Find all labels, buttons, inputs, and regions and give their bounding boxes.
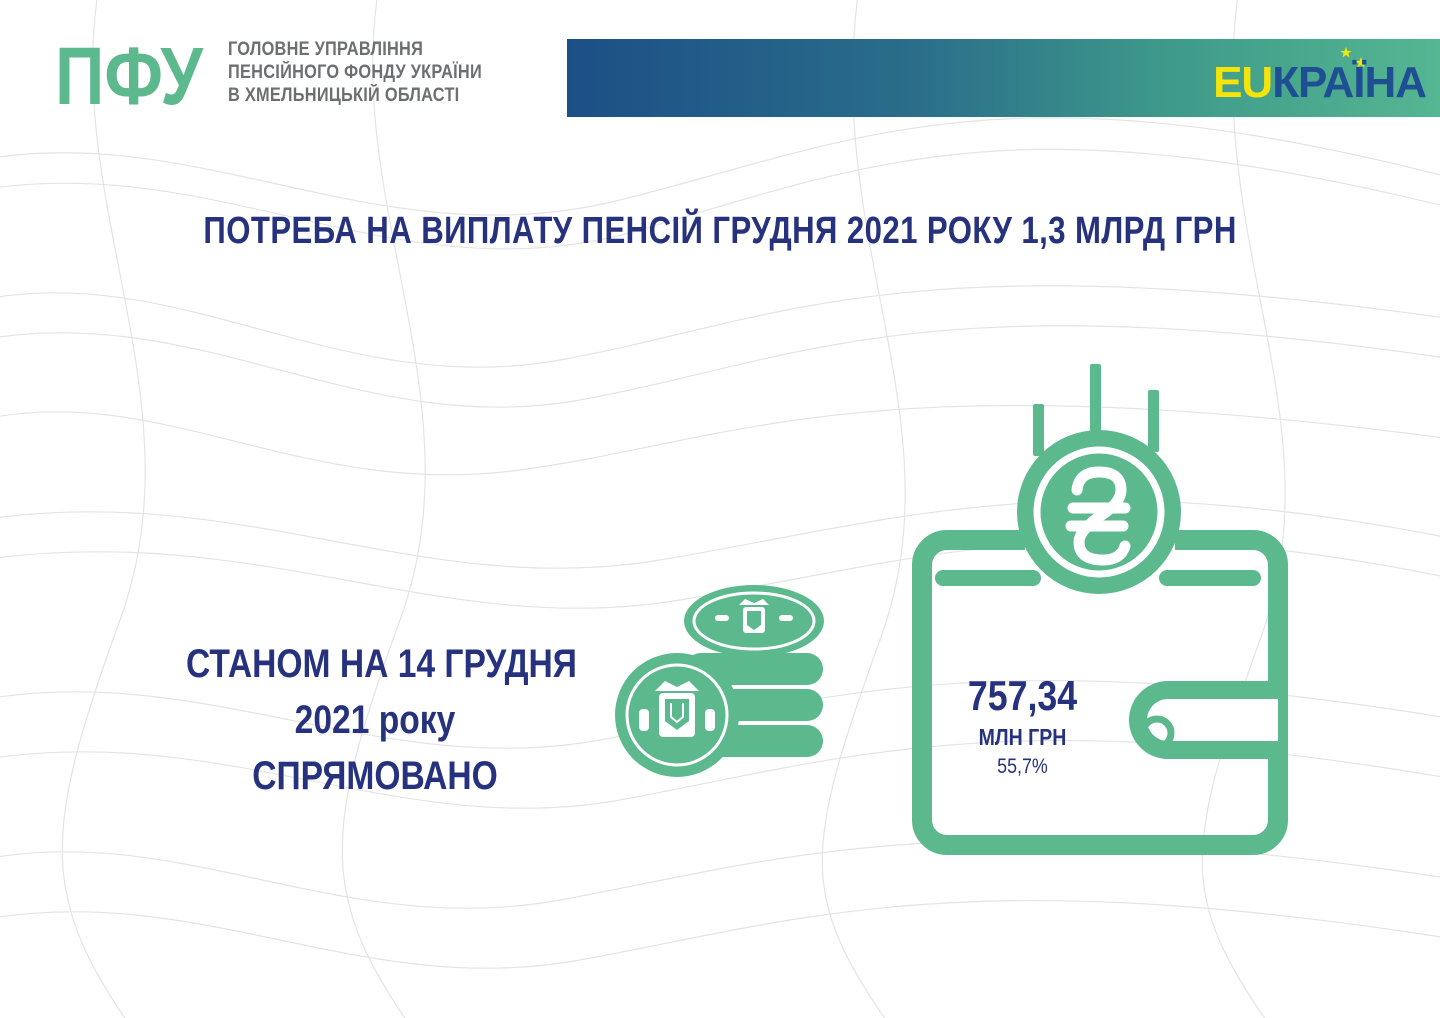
date-statement: СТАНОМ НА 14 ГРУДНЯ 2021 року СПРЯМОВАНО — [150, 636, 600, 804]
amount-block: 757,34 МЛН ГРН 55,7% — [955, 672, 1090, 779]
brand-eu: EU — [1213, 58, 1273, 107]
coin-stack-icon — [615, 585, 824, 777]
page-title: ПОТРЕБА НА ВИПЛАТУ ПЕНСІЙ ГРУДНЯ 2021 РО… — [0, 210, 1440, 253]
amount-percent: 55,7% — [997, 755, 1048, 778]
hryvnia-coin-icon — [1065, 466, 1131, 566]
organization-name: ГОЛОВНЕ УПРАВЛІННЯ ПЕНСІЙНОГО ФОНДУ УКРА… — [228, 38, 523, 107]
pfu-logo: ПФУ — [55, 38, 204, 113]
statement-line: СТАНОМ НА 14 ГРУДНЯ — [186, 642, 577, 686]
page-title-text: ПОТРЕБА НА ВИПЛАТУ ПЕНСІЙ ГРУДНЯ 2021 РО… — [203, 210, 1237, 252]
amount-value: 757,34 — [967, 672, 1078, 719]
eu-stars-icon — [1340, 47, 1367, 68]
eukraina-brand: EUКРАЇНА — [1213, 58, 1427, 107]
statement-line: СПРЯМОВАНО — [252, 754, 498, 798]
statement-line: 2021 року — [294, 698, 456, 742]
org-line: В ХМЕЛЬНИЦЬКІЙ ОБЛАСТІ — [228, 85, 460, 106]
logo-text: ПФУ — [55, 38, 204, 113]
org-line: ПЕНСІЙНОГО ФОНДУ УКРАЇНИ — [228, 62, 482, 83]
org-line: ГОЛОВНЕ УПРАВЛІННЯ — [228, 39, 424, 60]
header-banner: EUКРАЇНА — [567, 39, 1440, 117]
wallet-icon — [912, 364, 1288, 855]
amount-unit: МЛН ГРН — [978, 724, 1067, 750]
brand-ukraina: КРАЇНА — [1272, 58, 1427, 107]
